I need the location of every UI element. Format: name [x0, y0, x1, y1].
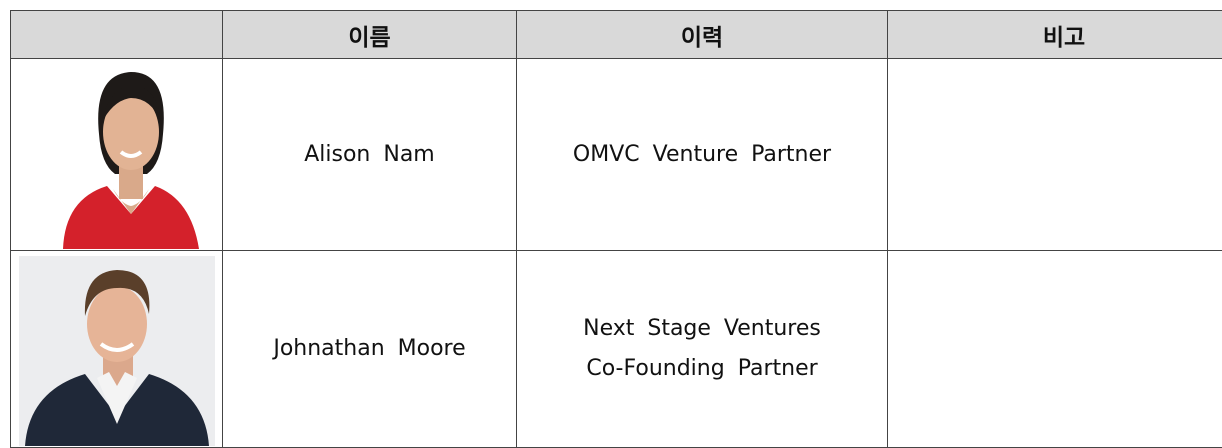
header-row: 이름 이력 비고	[11, 11, 1222, 59]
photo	[51, 64, 201, 249]
header-name: 이름	[223, 11, 517, 59]
header-career: 이력	[517, 11, 888, 59]
career-line: Next Stage Ventures	[517, 309, 887, 349]
note-cell	[888, 251, 1222, 448]
note-cell	[888, 59, 1222, 251]
name: Johnathan Moore	[273, 336, 465, 361]
photo	[19, 256, 215, 446]
photo-cell	[11, 59, 223, 251]
profile-table: 이름 이력 비고 Alison Nam OMVC Venture Partner	[10, 10, 1222, 448]
name: Alison Nam	[304, 142, 435, 167]
career-cell: OMVC Venture Partner	[517, 59, 888, 251]
career-line: Co-Founding Partner	[517, 349, 887, 389]
name-cell: Johnathan Moore	[223, 251, 517, 448]
career-cell: Next Stage Ventures Co-Founding Partner	[517, 251, 888, 448]
header-note: 비고	[888, 11, 1222, 59]
row: Alison Nam OMVC Venture Partner	[11, 59, 1222, 251]
career-line: OMVC Venture Partner	[517, 135, 887, 175]
row: Johnathan Moore Next Stage Ventures Co-F…	[11, 251, 1222, 448]
photo-cell	[11, 251, 223, 448]
header-photo-cell	[11, 11, 223, 59]
name-cell: Alison Nam	[223, 59, 517, 251]
